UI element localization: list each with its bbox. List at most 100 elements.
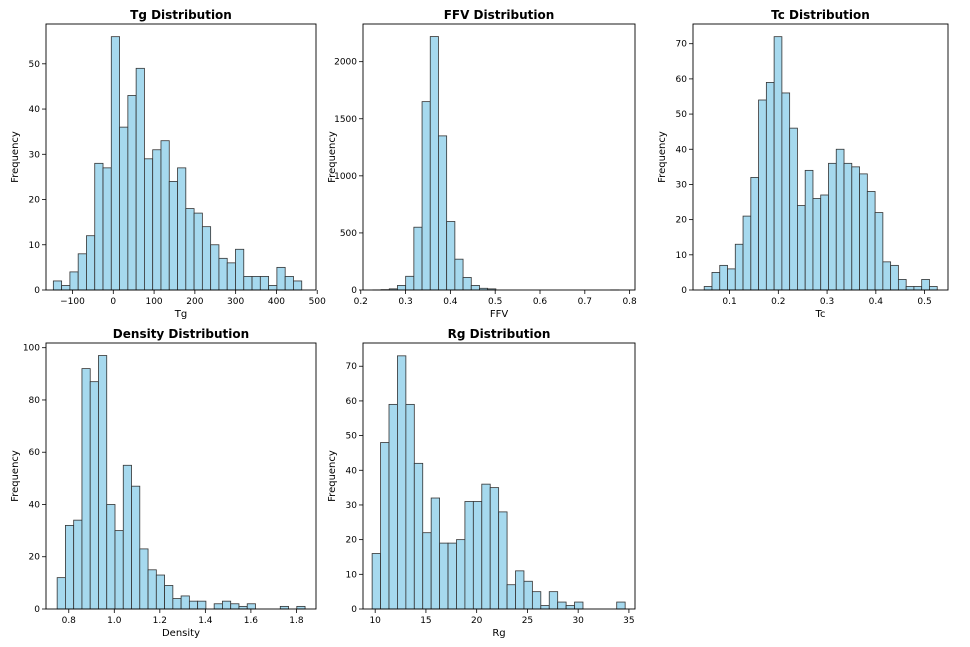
bar (201, 226, 212, 291)
bar (750, 177, 759, 291)
x-tick-label: 0.5 (488, 297, 502, 307)
x-tick-label: 1.6 (244, 616, 259, 626)
bar (102, 167, 112, 291)
bar (913, 286, 923, 291)
bar (259, 276, 270, 291)
y-tick-label: 40 (29, 500, 41, 510)
bar (193, 212, 203, 291)
bar (464, 501, 474, 610)
bar (734, 243, 744, 291)
x-tick-label: 100 (145, 297, 162, 307)
bar (456, 539, 466, 610)
x-tick-label: 0.6 (533, 297, 548, 307)
x-axis-label: Density (162, 628, 200, 639)
bar (472, 501, 483, 610)
bar (422, 532, 432, 610)
bar (413, 226, 423, 291)
y-tick-label: 50 (29, 60, 41, 70)
y-tick-label: 0 (351, 286, 357, 296)
bar (197, 600, 207, 610)
bar (230, 603, 240, 610)
bar (882, 261, 892, 291)
bar (804, 169, 814, 291)
y-tick-label: 40 (346, 466, 358, 476)
x-axis-label: FFV (490, 309, 509, 320)
bar (276, 266, 286, 291)
bar (515, 570, 525, 610)
x-axis-label: Rg (492, 628, 505, 639)
bar (447, 542, 457, 610)
x-tick-label: 0.3 (820, 297, 834, 307)
bar (789, 127, 798, 291)
bar (523, 580, 533, 610)
y-tick-label: 10 (676, 251, 688, 261)
bar (851, 166, 860, 291)
y-tick-label: 50 (676, 110, 688, 120)
x-tick-label: 1.8 (289, 616, 304, 626)
bar (131, 485, 141, 610)
bar (574, 601, 584, 610)
bar (897, 279, 907, 291)
x-tick-label: 0.1 (722, 297, 736, 307)
y-tick-label: 60 (29, 448, 41, 458)
chart-title: Tg Distribution (130, 8, 232, 22)
bar (114, 530, 124, 610)
bar (843, 162, 853, 291)
axes-frame (362, 342, 636, 610)
x-tick-label: 0.3 (398, 297, 412, 307)
bar (177, 167, 187, 291)
bar (758, 99, 767, 291)
chart-title: Tc Distribution (771, 8, 870, 22)
bar (172, 598, 182, 610)
x-tick-label: 1.0 (107, 616, 122, 626)
x-tick-label: 200 (186, 297, 203, 307)
bar (94, 162, 104, 291)
bar (73, 519, 83, 610)
bar (781, 92, 791, 291)
x-tick-label: 400 (268, 297, 285, 307)
bar (81, 368, 91, 610)
x-tick-label: 10 (369, 616, 381, 626)
bar (820, 194, 829, 291)
bar (188, 600, 199, 610)
axes-frame (362, 23, 636, 291)
chart-2: 0.2 0.3 0.4 0.5 0.6 0.7 0.8 0 500 1000 1500 2000 FFV… (327, 8, 637, 320)
bar (164, 585, 174, 610)
y-tick-label: 30 (676, 180, 688, 190)
bar (890, 264, 899, 291)
bar (180, 595, 190, 610)
bar (86, 235, 96, 291)
bar (506, 584, 516, 610)
chart-title: Density Distribution (113, 327, 249, 341)
y-tick-label: 30 (29, 150, 41, 160)
bar (703, 286, 713, 291)
bar (397, 285, 407, 291)
bar (765, 82, 775, 291)
bar (835, 148, 845, 291)
bar (905, 286, 915, 291)
bar (226, 262, 236, 291)
bar (481, 483, 491, 610)
bar (135, 67, 145, 291)
y-tick-label: 0 (34, 286, 40, 296)
bar (98, 355, 108, 610)
y-tick-label: 20 (676, 216, 688, 226)
bar (268, 285, 278, 291)
x-tick-label: 1.2 (153, 616, 167, 626)
x-tick-label: 30 (572, 616, 584, 626)
x-tick-label: 0.8 (62, 616, 77, 626)
bar (185, 208, 195, 291)
bar (405, 403, 415, 610)
chart-title: FFV Distribution (444, 8, 555, 22)
bar (213, 603, 223, 610)
bar (160, 140, 170, 291)
bar (711, 272, 721, 291)
bar (380, 442, 390, 610)
bar (405, 275, 415, 291)
chart-5: 10 15 20 25 30 35 0 10 20 30 40 50 60 70 Rg Distributi… (327, 327, 636, 639)
bar (874, 212, 884, 291)
y-tick-label: 1000 (334, 172, 357, 182)
bar (531, 591, 542, 610)
bar (89, 381, 99, 610)
